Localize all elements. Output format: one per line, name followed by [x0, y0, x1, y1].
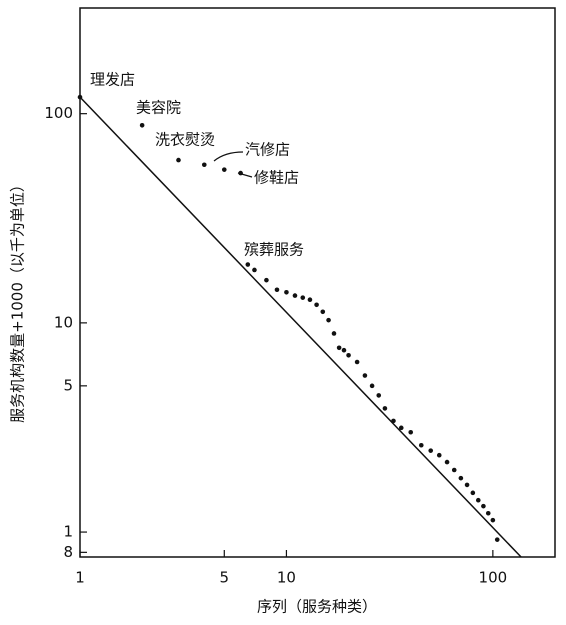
point: [481, 503, 486, 509]
point: [264, 277, 269, 283]
fit-line: [79, 96, 522, 558]
x-axis-label: 序列（服务种类）: [257, 598, 377, 616]
point: [238, 170, 243, 176]
point: [346, 352, 351, 358]
point: [369, 383, 375, 389]
point: [418, 442, 424, 448]
point: [300, 295, 306, 300]
point: [391, 418, 396, 424]
point: [428, 448, 434, 453]
point: [408, 429, 414, 435]
point: [354, 359, 360, 365]
point: [376, 393, 382, 398]
annotation: 美容院: [136, 99, 181, 117]
point: [398, 425, 404, 431]
point: [444, 459, 450, 465]
point: [382, 406, 388, 411]
annotation: 殡葬服务: [244, 241, 304, 259]
point: [252, 267, 257, 273]
annotation: 修鞋店: [254, 169, 299, 187]
point: [245, 262, 251, 267]
x-tick-label: 100: [479, 569, 508, 587]
point: [139, 122, 145, 128]
point: [331, 331, 337, 336]
point: [320, 309, 326, 315]
point: [326, 317, 331, 323]
y-tick-label: 100: [44, 104, 73, 122]
annotation: 汽修店: [245, 141, 290, 159]
point: [470, 490, 476, 496]
y-tick-label: 10: [54, 313, 73, 331]
point: [494, 537, 500, 542]
point: [221, 167, 227, 172]
point: [458, 475, 464, 481]
x-tick-label: 10: [277, 569, 296, 587]
point: [201, 162, 207, 168]
point: [451, 467, 457, 473]
point: [475, 497, 481, 503]
annotation-arrow: [213, 151, 244, 162]
point: [307, 297, 313, 303]
point: [336, 345, 342, 351]
x-tick-label: 1: [75, 569, 85, 587]
point: [292, 293, 298, 298]
point: [77, 94, 83, 100]
point: [284, 290, 289, 295]
x-tick-label: 5: [220, 569, 230, 587]
y-tick-label: 8: [63, 543, 73, 561]
point: [362, 373, 368, 378]
annotation: 洗衣熨烫: [155, 131, 215, 149]
point: [490, 517, 496, 523]
plot-frame: [79, 7, 556, 558]
point: [436, 452, 442, 458]
point: [485, 510, 491, 516]
y-tick-label: 5: [63, 376, 73, 394]
point: [464, 482, 470, 488]
point: [176, 157, 181, 163]
annotation: 理发店: [90, 71, 135, 89]
point: [274, 287, 280, 293]
y-tick-label: 1: [63, 523, 73, 541]
point: [314, 302, 319, 308]
y-axis-label: 服务机构数量+1000（以千为单位）: [9, 177, 27, 423]
point: [341, 347, 347, 353]
